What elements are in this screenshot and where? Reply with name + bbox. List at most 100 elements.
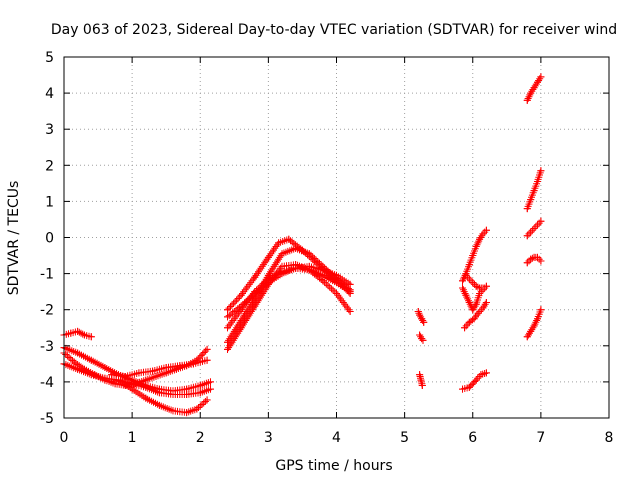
data-point xyxy=(87,333,95,341)
data-point xyxy=(251,288,259,296)
data-point xyxy=(477,371,485,379)
data-point xyxy=(224,313,231,321)
data-point xyxy=(537,167,545,175)
data-point xyxy=(416,311,424,319)
grid-lines xyxy=(64,57,609,418)
data-point xyxy=(346,280,354,288)
data-point xyxy=(111,380,119,388)
data-point xyxy=(333,289,340,297)
data-point xyxy=(527,255,535,263)
data-point xyxy=(101,374,109,382)
data-point xyxy=(128,385,136,393)
data-point xyxy=(527,196,535,204)
data-point xyxy=(472,300,480,308)
y-tick-label: -4 xyxy=(40,375,54,391)
data-point xyxy=(465,298,473,306)
data-point xyxy=(285,235,293,243)
data-point xyxy=(459,284,467,292)
data-point xyxy=(418,382,426,390)
y-axis-label: SDTVAR / TECUs xyxy=(6,181,22,296)
data-point xyxy=(155,401,163,409)
data-point xyxy=(523,333,531,341)
data-point xyxy=(537,257,545,265)
data-point xyxy=(292,264,300,272)
y-tick-label: -3 xyxy=(40,339,54,355)
data-point xyxy=(462,271,470,279)
series-segment-20 xyxy=(523,73,545,104)
data-point xyxy=(74,365,82,373)
data-point xyxy=(469,279,477,287)
series-segment-6 xyxy=(108,356,211,380)
data-point xyxy=(530,187,538,195)
data-point xyxy=(224,324,231,332)
data-point xyxy=(333,279,340,287)
data-point xyxy=(203,356,211,364)
data-point xyxy=(465,383,473,391)
data-point xyxy=(80,331,88,339)
data-point xyxy=(305,266,313,274)
data-point xyxy=(523,205,531,213)
data-point xyxy=(459,385,467,393)
series-segment-14 xyxy=(416,371,426,390)
data-point xyxy=(74,327,82,335)
series-segment-15 xyxy=(459,226,490,285)
data-point xyxy=(264,253,272,261)
data-point xyxy=(482,369,490,377)
series-segment-24 xyxy=(523,306,545,341)
data-point xyxy=(264,275,272,283)
data-point xyxy=(465,318,473,326)
data-point xyxy=(237,306,245,314)
data-point xyxy=(169,391,177,399)
data-point xyxy=(465,275,473,283)
data-point xyxy=(469,252,477,260)
x-tick-label: 8 xyxy=(605,430,614,446)
data-point xyxy=(465,261,473,269)
y-tick-label: 3 xyxy=(45,122,54,138)
data-point xyxy=(203,396,211,404)
data-point xyxy=(537,306,545,314)
data-point xyxy=(533,178,541,186)
data-point xyxy=(155,389,163,397)
x-tick-label: 6 xyxy=(468,430,477,446)
data-point xyxy=(196,389,204,397)
data-point xyxy=(206,385,214,393)
data-point xyxy=(527,327,535,335)
data-point xyxy=(482,282,490,290)
data-point xyxy=(224,306,231,314)
data-point xyxy=(87,371,95,379)
data-point xyxy=(420,318,428,326)
data-point xyxy=(482,298,490,306)
data-point xyxy=(237,317,245,325)
data-point xyxy=(419,336,427,344)
y-tick-label: -2 xyxy=(40,303,54,319)
data-point xyxy=(537,217,545,225)
series-segment-18 xyxy=(459,369,490,393)
x-tick-label: 4 xyxy=(332,430,341,446)
y-tick-label: 5 xyxy=(45,50,54,66)
data-point xyxy=(169,407,177,415)
data-point xyxy=(162,363,170,371)
data-point xyxy=(183,409,191,417)
data-point xyxy=(474,309,482,317)
data-point xyxy=(176,362,184,370)
series-segment-19 xyxy=(462,271,487,292)
data-point xyxy=(346,288,354,296)
data-point xyxy=(472,243,480,251)
x-axis-label: GPS time / hours xyxy=(275,458,392,474)
data-point xyxy=(459,277,467,285)
series-segment-23 xyxy=(523,253,545,267)
data-point xyxy=(476,235,484,243)
y-tick-label: 0 xyxy=(45,231,54,247)
data-point xyxy=(533,78,541,86)
y-tick-label: -1 xyxy=(40,267,54,283)
y-tick-label: 1 xyxy=(45,194,54,210)
series-segment-11 xyxy=(224,264,354,332)
data-point xyxy=(527,89,535,97)
data-point xyxy=(530,224,538,232)
data-point xyxy=(101,363,109,371)
data-point xyxy=(237,291,245,299)
data-point xyxy=(416,371,424,379)
data-point xyxy=(152,372,160,380)
series-segment-21 xyxy=(523,167,545,213)
trace-markers xyxy=(414,308,428,326)
